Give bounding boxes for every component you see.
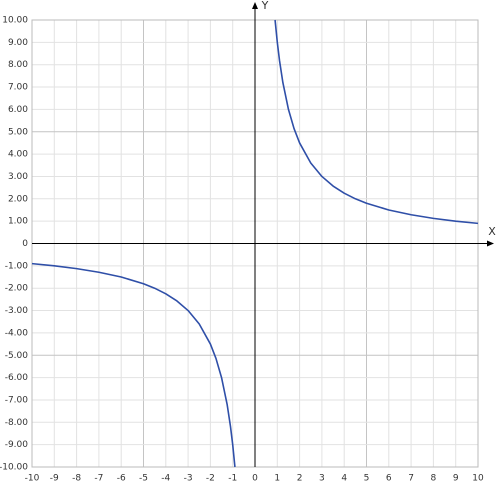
x-tick-label: 5 bbox=[364, 474, 370, 484]
x-tick-label: -6 bbox=[117, 474, 126, 484]
y-tick-label: 10.00 bbox=[2, 16, 28, 26]
x-tick-label: -5 bbox=[139, 474, 148, 484]
y-tick-label: 2.00 bbox=[8, 194, 28, 204]
y-tick-label: 7.00 bbox=[8, 83, 28, 93]
x-tick-label: 4 bbox=[341, 474, 347, 484]
y-tick-label: 6.00 bbox=[8, 105, 28, 115]
x-tick-label: 1 bbox=[274, 474, 280, 484]
x-axis-arrow bbox=[487, 240, 494, 247]
x-tick-label: -3 bbox=[184, 474, 193, 484]
y-axis-arrow bbox=[252, 2, 258, 9]
x-tick-label: 10 bbox=[472, 474, 484, 484]
x-tick-label: 0 bbox=[252, 474, 258, 484]
y-tick-label: -1.00 bbox=[5, 261, 29, 271]
x-axis-label: X bbox=[488, 225, 496, 238]
y-tick-label: -9.00 bbox=[5, 440, 29, 450]
x-tick-label: -4 bbox=[161, 474, 170, 484]
x-tick-label: -2 bbox=[206, 474, 215, 484]
x-tick-label: -10 bbox=[25, 474, 40, 484]
y-tick-label: -8.00 bbox=[5, 418, 29, 428]
x-tick-label: -7 bbox=[94, 474, 103, 484]
y-axis-label: Y bbox=[261, 0, 269, 12]
y-tick-label: 3.00 bbox=[8, 172, 28, 182]
y-tick-label: -4.00 bbox=[5, 328, 29, 338]
y-tick-label: -10.00 bbox=[0, 463, 28, 473]
y-tick-label: -7.00 bbox=[5, 395, 29, 405]
y-tick-label: -6.00 bbox=[5, 373, 29, 383]
y-tick-label: 1.00 bbox=[8, 217, 28, 227]
curve bbox=[31, 19, 479, 468]
x-tick-label: 2 bbox=[297, 474, 303, 484]
y-tick-label: 9.00 bbox=[8, 38, 28, 48]
y-tick-label: 4.00 bbox=[8, 150, 28, 160]
x-tick-label: 8 bbox=[431, 474, 437, 484]
y-tick-label: -5.00 bbox=[5, 351, 29, 361]
y-tick-label: -3.00 bbox=[5, 306, 29, 316]
y-tick-label: 8.00 bbox=[8, 60, 28, 70]
y-tick-label: -2.00 bbox=[5, 284, 29, 294]
y-tick-label: 0 bbox=[22, 239, 28, 249]
x-tick-label: 6 bbox=[386, 474, 392, 484]
x-tick-label: -8 bbox=[72, 474, 81, 484]
x-tick-label: 7 bbox=[408, 474, 414, 484]
x-tick-label: -1 bbox=[228, 474, 237, 484]
x-tick-label: 3 bbox=[319, 474, 325, 484]
y-tick-label: 5.00 bbox=[8, 127, 28, 137]
x-tick-label: -9 bbox=[50, 474, 59, 484]
x-tick-label: 9 bbox=[453, 474, 459, 484]
